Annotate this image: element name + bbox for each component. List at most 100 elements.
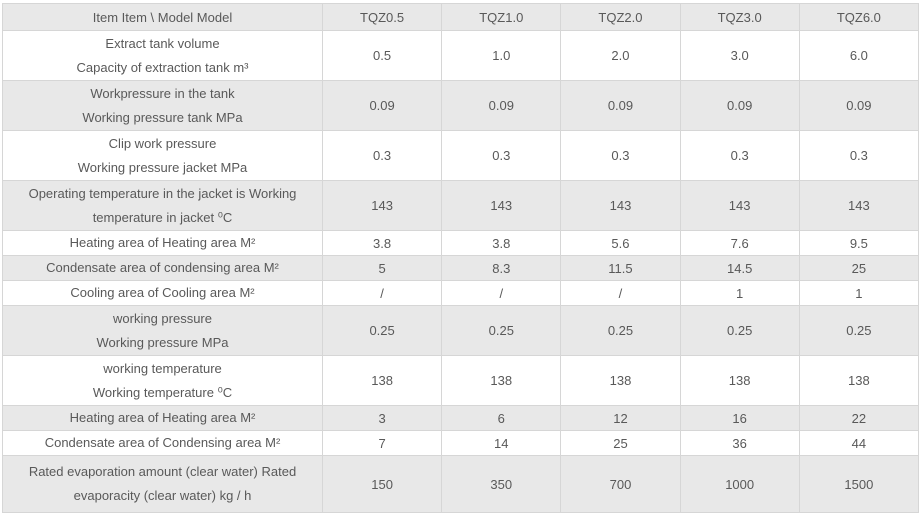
value-cell: 700 [560,455,681,513]
row-label: working temperature Working temperature ⁰… [2,355,323,406]
row-label-line: Rated evaporation amount (clear water) R… [28,464,297,479]
value-cell: 22 [798,405,920,431]
row-label-line: temperature in jacket ⁰C [92,209,233,225]
row-label-line: working temperature [103,360,222,376]
row-label-line: working pressure [113,310,212,326]
row-label-line: Capacity of extraction tank m³ [76,59,249,75]
value-cell: 3.8 [441,230,562,256]
row-label: Clip work pressure Working pressure jacke… [2,130,323,181]
value-cell: 138 [321,355,443,406]
value-cell: 143 [679,180,800,231]
value-cell: 14 [441,430,562,456]
value-cell: 0.3 [321,130,443,181]
row-label: Cooling area of Cooling area M² [2,280,323,306]
value-cell: 3.8 [321,230,443,256]
header-item-model: Item Item \ Model Model [2,3,323,31]
value-cell: 1.0 [441,30,562,81]
value-cell: 138 [798,355,920,406]
table-row: working temperature Working temperature ⁰… [2,355,920,406]
value-cell: 0.3 [441,130,562,181]
value-cell: 12 [560,405,681,431]
value-cell: 0.25 [679,305,800,356]
row-label: Heating area of Heating area M² [2,230,323,256]
table-row: working pressure Working pressure MPa 0.25… [2,305,920,356]
row-label: Condensate area of condensing area M² [2,255,323,281]
value-cell: 1 [798,280,920,306]
header-model-tqz2.0: TQZ2.0 [560,3,681,31]
value-cell: 8.3 [441,255,562,281]
value-cell: 1000 [679,455,800,513]
value-cell: 6.0 [798,30,920,81]
row-label-line: Heating area of Heating area M² [69,410,256,425]
value-cell: 5.6 [560,230,681,256]
value-cell: 7.6 [679,230,800,256]
value-cell: 0.5 [321,30,443,81]
header-model-tqz3.0: TQZ3.0 [679,3,800,31]
value-cell: 138 [441,355,562,406]
value-cell: 0.25 [321,305,443,356]
value-cell: 138 [679,355,800,406]
row-label-line: Cooling area of Cooling area M² [70,285,255,300]
row-label: Extract tank volume Capacity of extractio… [2,30,323,81]
value-cell: 11.5 [560,255,681,281]
value-cell: 25 [560,430,681,456]
value-cell: 44 [798,430,920,456]
row-label-line: Workpressure in the tank [90,85,235,101]
row-label-line: Condensate area of Condensing area M² [44,435,281,450]
value-cell: 5 [321,255,443,281]
table-row: Operating temperature in the jacket is W… [2,180,920,231]
value-cell: 36 [679,430,800,456]
row-label-line: Working pressure jacket MPa [77,159,248,175]
row-label-line: Working pressure MPa [96,334,229,350]
table-row: Cooling area of Cooling area M² / //1 1 [2,280,920,306]
row-label-line: Clip work pressure [108,135,217,151]
row-label-line: Working temperature ⁰C [92,384,233,400]
header-model-tqz1.0: TQZ1.0 [441,3,562,31]
row-label-line: evaporacity (clear water) kg / h [73,488,252,503]
row-label: Condensate area of Condensing area M² [2,430,323,456]
row-label: working pressure Working pressure MPa [2,305,323,356]
value-cell: 6 [441,405,562,431]
value-cell: 0.09 [798,80,920,131]
value-cell: 0.09 [560,80,681,131]
value-cell: 0.25 [441,305,562,356]
table-row: Heating area of Heating area M² 3.8 3.8 5.6… [2,230,920,256]
table-row: Clip work pressure Working pressure jacke… [2,130,920,181]
value-cell: 1500 [798,455,920,513]
table-row: Condensate area of condensing area M² 5 8.… [2,255,920,281]
value-cell: 0.09 [679,80,800,131]
value-cell: 0.3 [560,130,681,181]
value-cell: 350 [441,455,562,513]
table-row: Heating area of Heating area M² 3 6 12 16 22 [2,405,920,431]
value-cell: 143 [798,180,920,231]
value-cell: 14.5 [679,255,800,281]
value-cell: 9.5 [798,230,920,256]
value-cell: 0.3 [798,130,920,181]
value-cell: 0.09 [441,80,562,131]
row-label-line: Operating temperature in the jacket is W… [28,185,297,201]
value-cell: 0.3 [679,130,800,181]
value-cell: 2.0 [560,30,681,81]
value-cell: 143 [560,180,681,231]
row-label: Rated evaporation amount (clear water) R… [2,455,323,513]
table-row: Extract tank volume Capacity of extractio… [2,30,920,81]
value-cell: 1 [679,280,800,306]
value-cell: 25 [798,255,920,281]
value-cell: 138 [560,355,681,406]
row-label-line: Working pressure tank MPa [82,109,243,125]
row-label-line: Extract tank volume [105,35,220,51]
value-cell: 143 [441,180,562,231]
value-cell: / [321,280,443,306]
row-label-line: Condensate area of condensing area M² [46,260,279,275]
value-cell: 150 [321,455,443,513]
value-cell: 0.09 [321,80,443,131]
value-cell: / [560,280,681,306]
value-cell: 7 [321,430,443,456]
value-cell: 3 [321,405,443,431]
header-model-tqz0.5: TQZ0.5 [321,3,443,31]
header-model-tqz6.0: TQZ6.0 [798,3,920,31]
row-label: Heating area of Heating area M² [2,405,323,431]
value-cell: 3.0 [679,30,800,81]
value-cell: 0.25 [798,305,920,356]
